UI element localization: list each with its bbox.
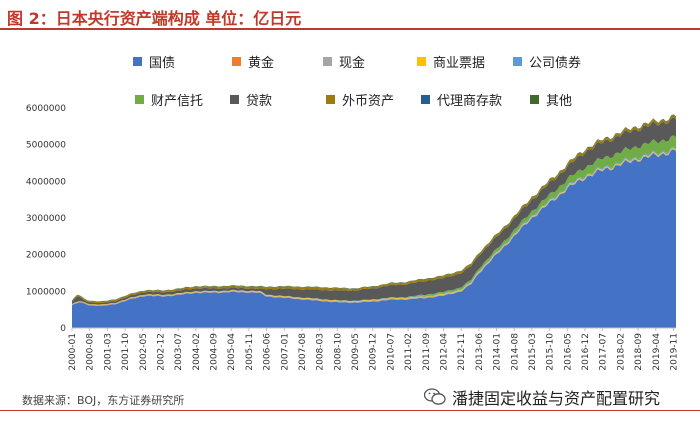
legend-swatch	[421, 95, 430, 104]
legend-label: 黄金	[248, 56, 275, 71]
watermark-text: 潘捷固定收益与资产配置研究	[452, 389, 661, 408]
x-tick-label: 2013-06	[475, 333, 485, 371]
x-tick-label: 2019-11	[669, 333, 679, 371]
legend-item: 代理商存款	[421, 90, 502, 109]
x-tick-label: 2016-12	[581, 333, 591, 371]
legend-swatch	[530, 95, 539, 104]
x-tick-label: 2008-03	[316, 333, 326, 371]
stacked-area-chart: 0 1000000 2000000 3000000 4000000 5000000 6000…	[26, 104, 680, 371]
x-tick-label: 2003-07	[174, 333, 184, 371]
x-tick-label: 2016-05	[563, 333, 573, 371]
legend-label: 商业票据	[433, 56, 486, 71]
x-tick-label: 2014-08	[510, 333, 520, 371]
x-tick-label: 2015-10	[546, 333, 556, 371]
legend-item: 财产信托	[135, 90, 203, 109]
legend-item: 其他	[530, 90, 572, 109]
legend-item: 商业票据	[417, 52, 485, 71]
x-tick-label: 2005-11	[245, 333, 255, 371]
legend-label: 贷款	[246, 94, 273, 109]
watermark: 潘捷固定收益与资产配置研究	[424, 385, 660, 409]
x-tick-label: 2005-04	[227, 333, 237, 371]
title-divider	[0, 28, 700, 30]
legend-swatch	[323, 57, 332, 66]
legend-swatch	[513, 57, 522, 66]
y-tick-label: 3000000	[26, 214, 66, 224]
x-tick-label: 2007-01	[280, 333, 290, 371]
footer-divider	[0, 410, 700, 411]
x-tick-label: 2010-07	[386, 333, 396, 371]
x-tick-label: 2004-02	[192, 333, 202, 371]
data-source-note: 数据来源：BOJ，东方证券研究所	[22, 394, 185, 407]
legend-swatch	[230, 95, 239, 104]
area-series	[72, 149, 676, 328]
y-tick-label: 1000000	[26, 287, 66, 297]
legend-item: 贷款	[230, 90, 272, 109]
wechat-icon	[424, 388, 446, 405]
x-tick-label: 2014-01	[493, 333, 503, 371]
legend-item: 黄金	[232, 52, 274, 71]
legend-swatch	[417, 57, 426, 66]
x-tick-label: 2001-10	[121, 333, 131, 371]
x-tick-label: 2006-06	[263, 333, 273, 371]
legend-label: 现金	[339, 56, 366, 71]
x-tick-label: 2007-08	[298, 333, 308, 371]
legend-swatch	[133, 57, 142, 66]
y-tick-label: 4000000	[26, 177, 66, 187]
legend-item: 公司债券	[513, 52, 581, 71]
y-tick-label: 0	[60, 324, 66, 334]
x-tick-label: 2000-08	[86, 333, 96, 371]
legend-item: 国债	[133, 52, 175, 71]
x-tick-label: 2009-05	[351, 333, 361, 371]
x-tick-label: 2000-01	[68, 333, 78, 371]
legend-swatch	[232, 57, 241, 66]
legend-label: 财产信托	[151, 94, 204, 109]
x-tick-label: 2015-03	[528, 333, 538, 371]
legend-swatch	[135, 95, 144, 104]
chart-title: 图 2：日本央行资产端构成 单位：亿日元	[7, 9, 302, 28]
legend-label: 外币资产	[342, 94, 395, 109]
y-tick-label: 5000000	[26, 141, 66, 151]
legend-item: 现金	[323, 52, 365, 71]
legend-label: 代理商存款	[437, 94, 503, 109]
x-tick-label: 2011-09	[422, 333, 432, 371]
x-tick-label: 2017-07	[599, 333, 609, 371]
legend-swatch	[326, 95, 335, 104]
legend-label: 国债	[149, 56, 176, 71]
x-tick-label: 2019-04	[652, 333, 662, 371]
x-tick-label: 2011-02	[404, 333, 414, 371]
x-tick-label: 2018-09	[634, 333, 644, 371]
x-tick-label: 2012-04	[439, 333, 449, 371]
x-tick-label: 2009-12	[369, 333, 379, 371]
x-tick-label: 2012-11	[457, 333, 467, 371]
x-tick-label: 2002-05	[139, 333, 149, 371]
x-tick-label: 2004-09	[210, 333, 220, 371]
y-tick-label: 2000000	[26, 251, 66, 261]
x-tick-label: 2008-10	[333, 333, 343, 371]
x-tick-label: 2001-03	[103, 333, 113, 371]
legend-item: 外币资产	[326, 90, 394, 109]
x-tick-label: 2002-12	[156, 333, 166, 371]
legend-label: 公司债券	[529, 56, 582, 71]
legend-label: 其他	[546, 94, 573, 109]
y-tick-label: 6000000	[26, 104, 66, 114]
x-tick-label: 2018-02	[616, 333, 626, 371]
